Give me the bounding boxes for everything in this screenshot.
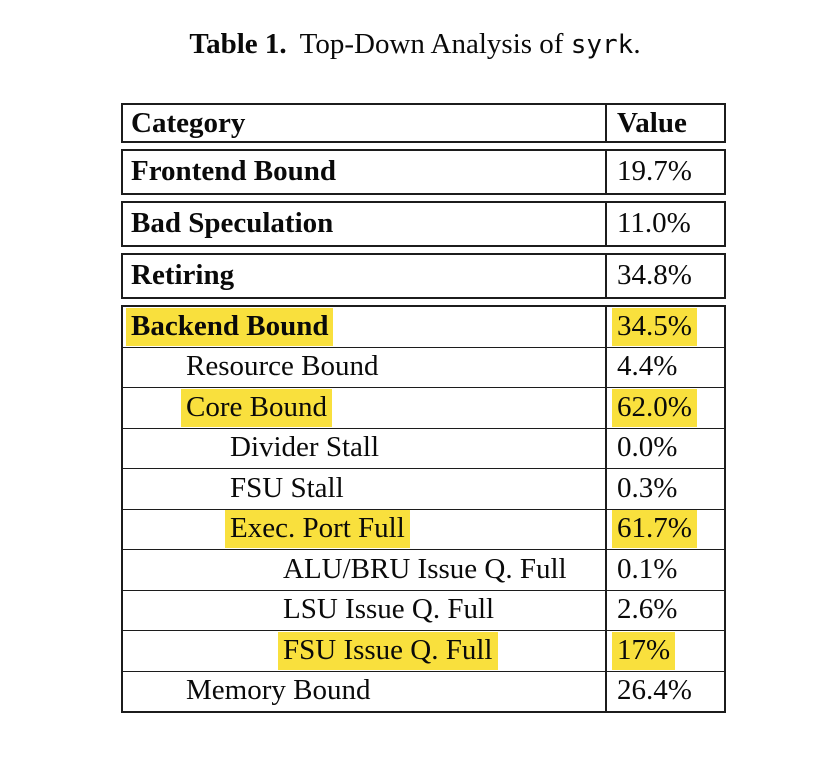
value-text: 61.7% xyxy=(612,510,697,549)
category-cell: Backend Bound xyxy=(123,307,605,347)
category-cell: ALU/BRU Issue Q. Full xyxy=(123,550,605,590)
category-cell: Bad Speculation xyxy=(123,203,605,245)
category-cell: LSU Issue Q. Full xyxy=(123,591,605,631)
category-text: Exec. Port Full xyxy=(225,510,410,549)
value-cell: 0.1% xyxy=(605,550,724,590)
category-text: Divider Stall xyxy=(230,431,380,464)
value-cell: 11.0% xyxy=(605,203,724,245)
value-cell: 2.6% xyxy=(605,590,724,630)
category-text: Bad Speculation xyxy=(131,207,334,240)
table-row-exec-port-full: Exec. Port Full 61.7% xyxy=(123,508,724,550)
category-text: Core Bound xyxy=(181,388,332,427)
value-text: 34.5% xyxy=(612,307,697,346)
value-text: 17% xyxy=(612,631,676,670)
category-cell: Resource Bound xyxy=(123,348,605,388)
category-text: Backend Bound xyxy=(126,307,334,346)
category-text: Frontend Bound xyxy=(131,155,336,188)
category-text: Resource Bound xyxy=(186,350,379,383)
category-text: Memory Bound xyxy=(186,674,371,707)
table-row-resource-bound: Resource Bound 4.4% xyxy=(123,346,724,388)
value-text: 62.0% xyxy=(612,388,697,427)
value-text: 26.4% xyxy=(617,674,692,707)
table-row-memory-bound: Memory Bound 26.4% xyxy=(123,670,724,712)
value-text: 19.7% xyxy=(617,155,692,188)
value-text: 4.4% xyxy=(617,350,678,383)
header-category-cell: Category xyxy=(131,106,246,139)
category-text: ALU/BRU Issue Q. Full xyxy=(283,552,567,585)
value-cell: 26.4% xyxy=(605,671,724,711)
value-cell: 34.8% xyxy=(605,255,724,297)
value-cell: 0.3% xyxy=(605,469,724,509)
category-text: LSU Issue Q. Full xyxy=(283,593,495,626)
value-cell: 61.7% xyxy=(605,509,724,549)
value-text: 2.6% xyxy=(617,593,678,626)
value-cell: 19.7% xyxy=(605,151,724,193)
table-row: Frontend Bound 19.7% xyxy=(123,151,724,193)
table-row-lsu-issue-q-full: LSU Issue Q. Full 2.6% xyxy=(123,589,724,631)
table-row-backend-bound: Backend Bound 34.5% xyxy=(123,307,724,347)
category-text: FSU Stall xyxy=(230,471,344,504)
category-cell: Memory Bound xyxy=(123,672,605,712)
topdown-analysis-table: Category Value Frontend Bound 19.7% Bad … xyxy=(121,103,726,713)
category-cell: FSU Stall xyxy=(123,469,605,509)
table-row-fsu-issue-q-full: FSU Issue Q. Full 17% xyxy=(123,630,724,671)
row-frontend-bound: Frontend Bound 19.7% xyxy=(121,149,726,195)
category-text: FSU Issue Q. Full xyxy=(278,631,498,670)
value-text: 0.1% xyxy=(617,552,678,585)
caption-benchmark-name: syrk xyxy=(570,30,634,60)
value-cell: 17% xyxy=(605,631,724,671)
category-text: Retiring xyxy=(131,259,235,292)
value-text: 0.3% xyxy=(617,471,678,504)
value-text: 34.8% xyxy=(617,259,692,292)
table-row-alu-bru-issue-q-full: ALU/BRU Issue Q. Full 0.1% xyxy=(123,549,724,590)
value-text: 0.0% xyxy=(617,431,678,464)
category-cell: Core Bound xyxy=(123,388,605,428)
value-cell: 62.0% xyxy=(605,388,724,428)
table-row-divider-stall: Divider Stall 0.0% xyxy=(123,427,724,469)
table-row: Bad Speculation 11.0% xyxy=(123,203,724,245)
value-cell: 34.5% xyxy=(605,307,724,347)
category-cell: Divider Stall xyxy=(123,429,605,469)
category-cell: Exec. Port Full xyxy=(123,510,605,550)
backend-bound-section: Backend Bound 34.5% Resource Bound 4.4% … xyxy=(121,305,726,713)
category-cell: FSU Issue Q. Full xyxy=(123,631,605,671)
table-row-core-bound: Core Bound 62.0% xyxy=(123,387,724,428)
header-value-cell: Value xyxy=(605,105,724,141)
category-cell: Frontend Bound xyxy=(123,151,605,193)
caption-label: Table 1. xyxy=(189,28,287,60)
row-bad-speculation: Bad Speculation 11.0% xyxy=(121,201,726,247)
row-retiring: Retiring 34.8% xyxy=(121,253,726,299)
value-cell: 4.4% xyxy=(605,347,724,387)
table-row-fsu-stall: FSU Stall 0.3% xyxy=(123,468,724,509)
caption-text: Top-Down Analysis of xyxy=(299,28,564,60)
caption-period: . xyxy=(633,28,641,60)
table-row: Retiring 34.8% xyxy=(123,255,724,297)
table-header-row: Category Value xyxy=(121,103,726,143)
category-cell: Retiring xyxy=(123,255,605,297)
value-cell: 0.0% xyxy=(605,428,724,468)
value-text: 11.0% xyxy=(617,207,691,240)
table-caption: Table 1. Top-Down Analysis of syrk. xyxy=(0,28,830,61)
